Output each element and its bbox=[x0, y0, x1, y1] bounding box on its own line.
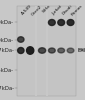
Text: 17kDa-: 17kDa- bbox=[0, 86, 14, 90]
Ellipse shape bbox=[39, 48, 46, 53]
Ellipse shape bbox=[58, 20, 65, 26]
Bar bbox=[35, 6, 37, 96]
Text: Daudi: Daudi bbox=[61, 4, 73, 16]
Bar bbox=[46, 6, 48, 96]
Ellipse shape bbox=[48, 48, 55, 53]
Text: SiHa: SiHa bbox=[42, 4, 52, 14]
Text: 25kDa-: 25kDa- bbox=[0, 68, 14, 72]
Text: A-549: A-549 bbox=[21, 4, 33, 16]
Ellipse shape bbox=[18, 48, 24, 54]
Text: Ramos: Ramos bbox=[71, 4, 84, 17]
Text: Jurkat: Jurkat bbox=[52, 4, 63, 16]
Text: 37kDa-: 37kDa- bbox=[0, 48, 14, 53]
Ellipse shape bbox=[27, 47, 34, 54]
Text: 40kDa-: 40kDa- bbox=[0, 38, 14, 42]
Ellipse shape bbox=[67, 20, 74, 26]
Ellipse shape bbox=[67, 48, 74, 53]
FancyBboxPatch shape bbox=[17, 6, 76, 96]
Text: 50kDa-: 50kDa- bbox=[0, 20, 14, 24]
Ellipse shape bbox=[58, 48, 65, 53]
Ellipse shape bbox=[18, 37, 24, 42]
Text: Caco2: Caco2 bbox=[30, 4, 42, 16]
Ellipse shape bbox=[48, 20, 55, 26]
Text: EXOSC2: EXOSC2 bbox=[78, 48, 85, 53]
